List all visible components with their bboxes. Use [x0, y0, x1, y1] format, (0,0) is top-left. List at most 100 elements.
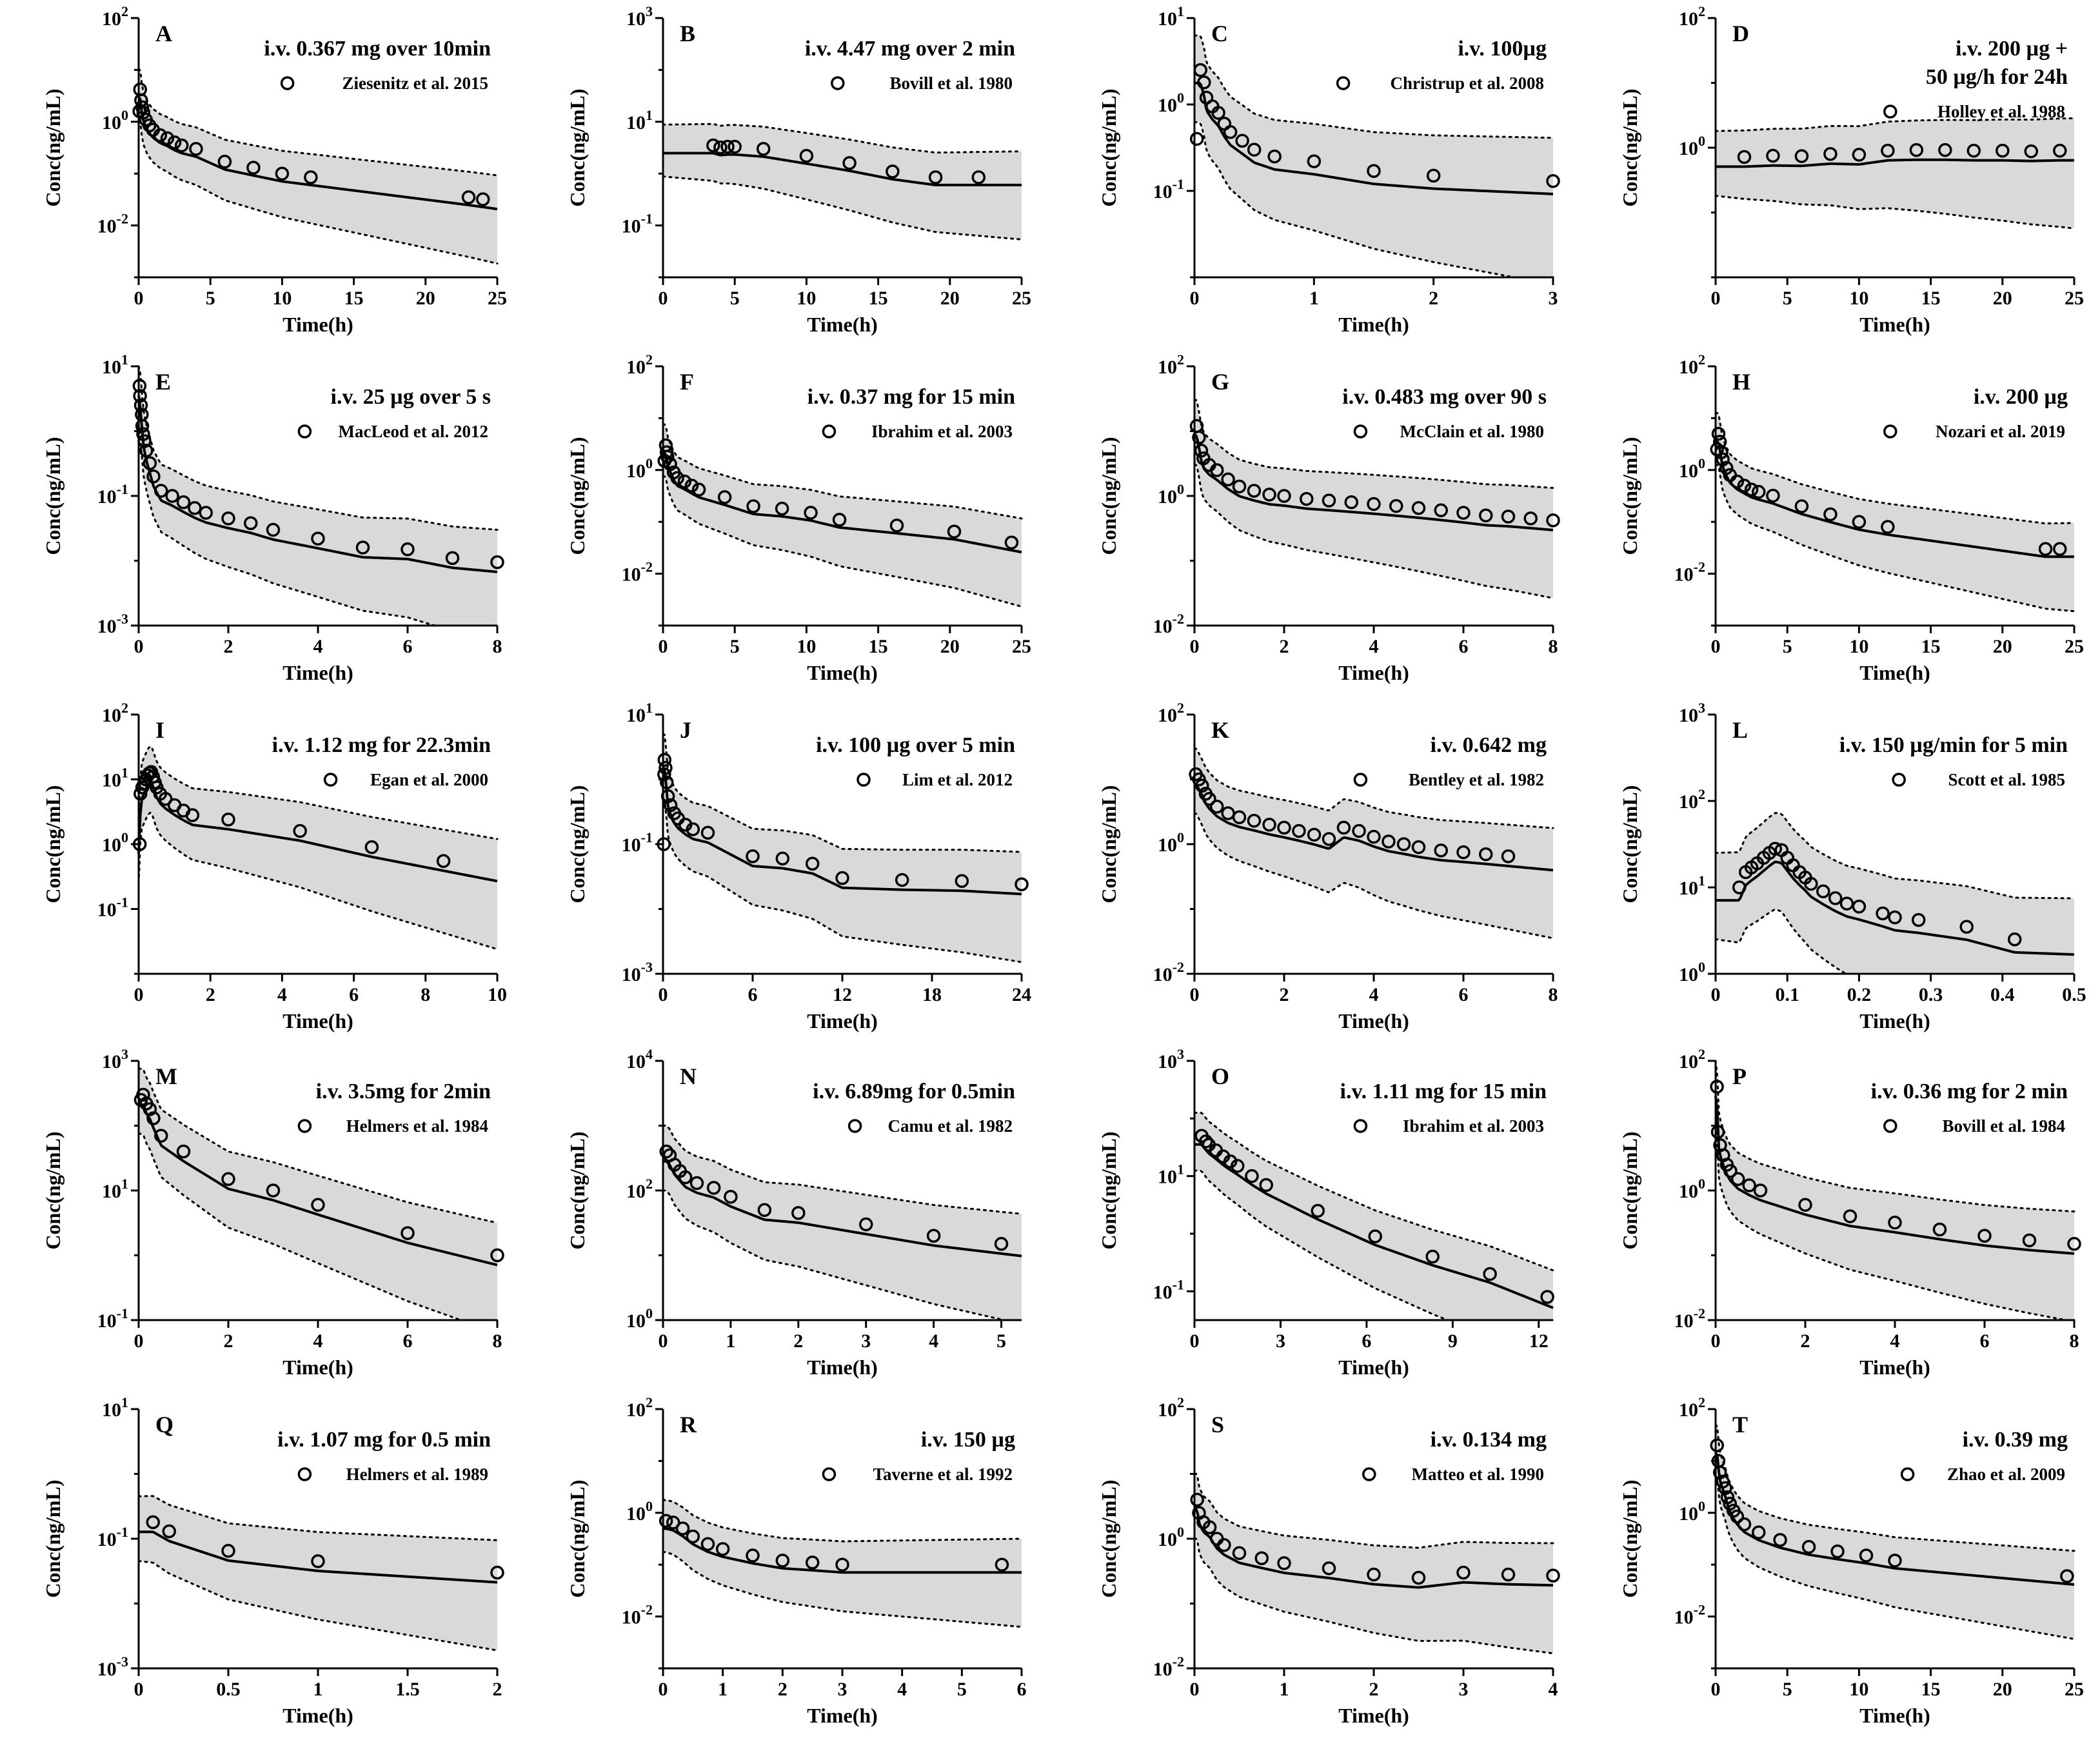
dose-label: i.v. 100 µg over 5 min — [816, 733, 1015, 757]
y-axis-title: Conc(ng/mL) — [41, 88, 64, 206]
panel-q: 0 0.5 1 1.5 2 10-3 10-1 101 Time(h) Conc(ng/mL) Qi… — [41, 1394, 504, 1727]
lower-bound-line — [137, 424, 499, 627]
y-axis-title: Conc(ng/mL) — [1618, 88, 1641, 206]
x-tick-label: 1.5 — [395, 1679, 420, 1700]
lower-bound-line — [137, 811, 499, 951]
observed-point — [832, 513, 847, 527]
panel-e: 0 2 4 6 8 10-3 10-1 101 Time(h) Conc(ng/mL) Ei.v. … — [41, 351, 504, 684]
observed-point — [1816, 884, 1830, 898]
legend-marker — [1883, 104, 1897, 119]
observed-point — [775, 501, 789, 516]
y-tick-label: 102 — [1679, 351, 1705, 378]
observed-point — [1411, 1570, 1426, 1585]
y-tick-label: 100 — [1158, 1524, 1184, 1550]
observed-point — [1710, 1080, 1724, 1094]
panel-d: 0 5 10 15 20 25 100 102 Time(h) Conc(ng/mL) Di.v. … — [1618, 3, 2084, 336]
observed-point — [756, 142, 771, 156]
observed-point — [436, 854, 451, 868]
observed-point — [666, 1516, 680, 1530]
observed-point — [1411, 501, 1426, 515]
panel-letter: C — [1211, 21, 1228, 46]
observed-point — [1368, 1229, 1382, 1243]
y-tick-label: 101 — [102, 351, 128, 378]
observed-point — [1540, 1290, 1554, 1304]
panel-letter: B — [680, 21, 695, 46]
x-tick-label: 2 — [1280, 636, 1289, 657]
upper-bound-line — [662, 123, 1023, 154]
observed-point — [401, 542, 415, 557]
upper-bound-line — [662, 1124, 1023, 1215]
x-axis-title: Time(h) — [1338, 1704, 1409, 1727]
model-curve — [1714, 1452, 2075, 1586]
observed-point — [1367, 829, 1381, 844]
upper-bound-line — [1193, 399, 1554, 489]
x-tick-label: 25 — [2065, 636, 2084, 657]
observed-point — [684, 479, 699, 493]
x-tick-label: 5 — [206, 288, 215, 309]
legend-marker — [1336, 76, 1351, 90]
panel-letter: F — [680, 369, 694, 395]
upper-bound-line — [137, 365, 499, 531]
y-axis-title: Conc(ng/mL) — [1097, 437, 1120, 555]
legend-marker — [1892, 773, 1906, 787]
observed-point — [1262, 488, 1276, 502]
variability-band — [1716, 1061, 2074, 1320]
y-tick-label: 102 — [626, 1176, 653, 1202]
x-tick-label: 0 — [1190, 636, 1200, 657]
y-tick-label: 100 — [1679, 1498, 1705, 1525]
y-tick-label: 101 — [626, 107, 653, 133]
observed-point — [176, 1144, 191, 1159]
x-tick-label: 4 — [1890, 1330, 1900, 1352]
observed-point — [1959, 920, 1974, 934]
observed-point — [461, 190, 476, 204]
legend-marker — [297, 1467, 312, 1481]
observed-point — [1710, 1125, 1725, 1139]
y-tick-label: 10-2 — [622, 559, 653, 586]
observed-point — [715, 1542, 730, 1556]
x-tick-label: 3 — [1549, 288, 1558, 309]
observed-point — [1977, 1229, 1992, 1243]
observed-point — [1456, 1565, 1471, 1580]
x-tick-label: 4 — [277, 984, 287, 1005]
observed-point — [1247, 143, 1262, 157]
x-tick-label: 6 — [349, 984, 359, 1005]
x-axis-title: Time(h) — [1859, 1009, 1930, 1032]
observed-point — [154, 1129, 168, 1143]
observed-point — [217, 154, 232, 169]
x-tick-label: 0 — [134, 984, 144, 1005]
observed-point — [133, 389, 147, 403]
legend-label: Bovill et al. 1984 — [1943, 1116, 2066, 1136]
observed-point — [174, 138, 189, 153]
observed-point — [311, 1554, 325, 1568]
x-axis-title: Time(h) — [807, 1009, 878, 1032]
legend-marker — [280, 76, 295, 90]
observed-point — [1794, 149, 1809, 163]
x-tick-label: 2 — [1429, 288, 1438, 309]
observed-point — [1911, 913, 1926, 927]
panel-letter: K — [1211, 717, 1229, 743]
observed-point — [135, 100, 150, 115]
observed-point — [1859, 1548, 1874, 1563]
x-tick-label: 12 — [833, 984, 852, 1005]
model-curve — [137, 96, 498, 211]
observed-point — [1909, 143, 1924, 157]
dose-label: i.v. 0.367 mg over 10min — [264, 37, 491, 61]
x-axis-title: Time(h) — [807, 1356, 878, 1379]
observed-point — [1211, 106, 1225, 120]
y-tick-label: 100 — [1679, 455, 1705, 482]
dose-label: i.v. 200 µg + — [1956, 37, 2068, 61]
y-tick-label: 103 — [1679, 700, 1705, 726]
observed-point — [266, 1183, 281, 1198]
observed-point — [1367, 164, 1381, 178]
y-tick-label: 101 — [1158, 1161, 1184, 1188]
observed-point — [1247, 813, 1262, 828]
lower-bound-line — [1714, 195, 2075, 230]
y-tick-label: 102 — [102, 700, 128, 726]
observed-point — [1723, 1163, 1738, 1178]
upper-bound-line — [1714, 1423, 2075, 1552]
panel-n: 0 1 2 3 4 5 100 102 104 Time(h) Conc(ng/mL) Ni.v. 6… — [566, 1046, 1023, 1379]
x-tick-label: 5 — [957, 1679, 967, 1700]
x-tick-label: 0 — [1190, 984, 1200, 1005]
panel-t: 0 5 10 15 20 25 10-2 100 102 Time(h) Conc(ng/mL) Ti… — [1618, 1394, 2084, 1727]
